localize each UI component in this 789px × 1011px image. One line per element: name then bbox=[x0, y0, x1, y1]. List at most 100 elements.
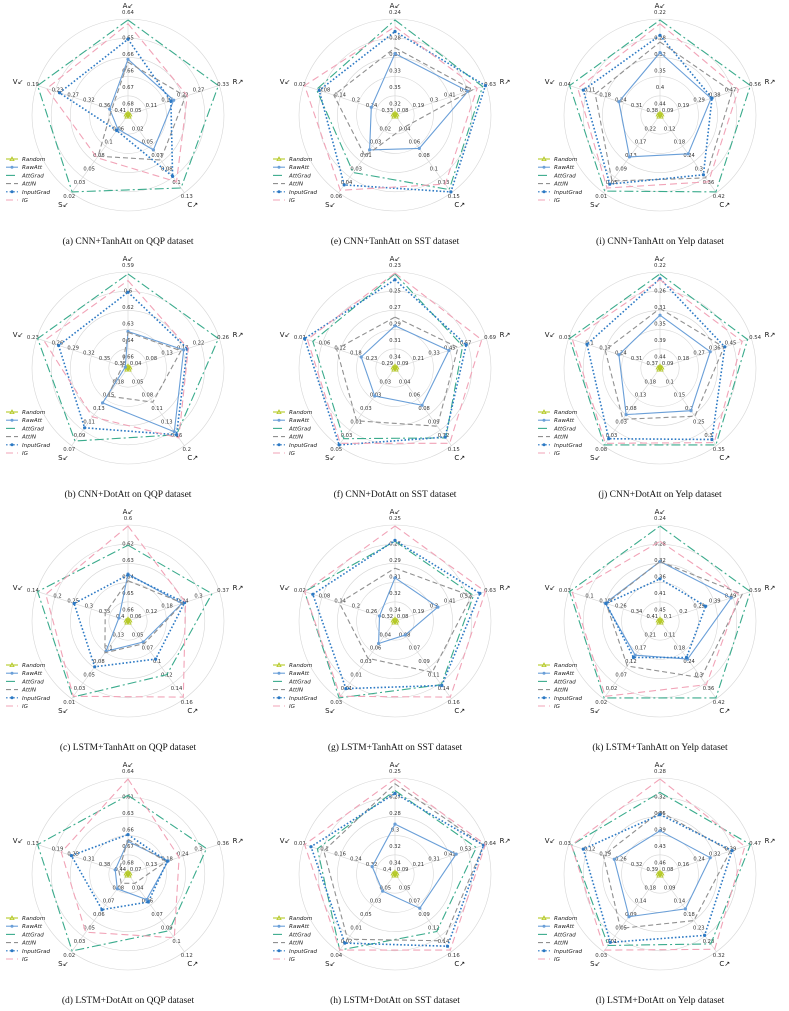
legend-label: RawAtt bbox=[289, 671, 310, 677]
ring-tick-label: 0.08 bbox=[142, 393, 154, 399]
data-point bbox=[172, 98, 176, 102]
data-point bbox=[100, 908, 104, 912]
ring-tick-label: 0.07 bbox=[103, 899, 115, 905]
series-rawatt bbox=[360, 325, 450, 406]
series-ig bbox=[570, 778, 746, 951]
grid-spoke bbox=[603, 367, 661, 446]
outer-tick-label: 0.25 bbox=[389, 769, 401, 775]
ring-tick-label: 0.24 bbox=[177, 852, 189, 858]
ring-tick-label: 0.08 bbox=[397, 614, 409, 620]
ring-tick-label: 0.39 bbox=[654, 338, 666, 344]
ring-tick-label: 0.21 bbox=[413, 862, 425, 868]
outer-tick-label: 0.03 bbox=[559, 588, 571, 594]
data-point bbox=[390, 364, 396, 370]
ring-tick-label: 0.27 bbox=[693, 351, 705, 357]
ring-tick-label: 0.06 bbox=[93, 912, 105, 918]
legend-label: RawAtt bbox=[554, 924, 575, 930]
legend-label: AttIN bbox=[553, 941, 569, 947]
data-point bbox=[617, 353, 621, 357]
legend-label: AttGrad bbox=[553, 679, 576, 685]
series-ig bbox=[43, 279, 189, 439]
ring-tick-label: 0.07 bbox=[151, 153, 163, 159]
grid-spoke bbox=[659, 873, 717, 952]
grid-spoke bbox=[394, 591, 487, 622]
ring-tick-label: 0.21 bbox=[413, 356, 425, 362]
legend-label: AttIN bbox=[553, 688, 569, 694]
data-point bbox=[393, 278, 397, 282]
axis-label: A↙ bbox=[123, 2, 134, 10]
data-point bbox=[454, 852, 458, 856]
axis-label: R↗ bbox=[500, 331, 511, 339]
legend-marker bbox=[542, 190, 546, 194]
axis-label: C↗ bbox=[187, 201, 198, 209]
ring-tick-label: 0.19 bbox=[52, 847, 64, 853]
ring-tick-label: 0.19 bbox=[678, 103, 690, 109]
axis-label: S↙ bbox=[590, 201, 600, 209]
ring-tick-label: 0.31 bbox=[631, 103, 643, 109]
legend-marker bbox=[277, 190, 281, 194]
ring-tick-label: 0.03 bbox=[370, 140, 382, 146]
axis-label: V↙ bbox=[280, 584, 291, 592]
ring-tick-label: 0.06 bbox=[370, 646, 382, 652]
data-point bbox=[612, 857, 616, 861]
ring-tick-label: 0.35 bbox=[389, 85, 401, 91]
ring-tick-label: 0.41 bbox=[444, 93, 456, 99]
data-point bbox=[464, 343, 468, 347]
axis-label: C↗ bbox=[187, 707, 198, 715]
outer-tick-label: 0.22 bbox=[654, 10, 666, 16]
ring-tick-label: 0.66 bbox=[122, 828, 134, 834]
ring-tick-label: 0.08 bbox=[319, 88, 331, 94]
ring-tick-label: 0.2 bbox=[685, 406, 693, 412]
legend-label: Random bbox=[22, 410, 46, 416]
axis-label: R↗ bbox=[233, 837, 244, 845]
data-point bbox=[123, 111, 129, 117]
grid-spoke bbox=[603, 114, 661, 193]
axis-label: A↙ bbox=[123, 508, 134, 516]
series-attin bbox=[338, 567, 473, 673]
ring-tick-label: 0.2 bbox=[352, 604, 360, 610]
ring-tick-label: 0.2 bbox=[679, 609, 687, 615]
ring-tick-label: 0.12 bbox=[428, 925, 440, 931]
ring-tick-label: 0.35 bbox=[99, 609, 111, 615]
grid-spoke bbox=[127, 844, 220, 875]
data-point bbox=[627, 155, 632, 159]
data-point bbox=[125, 869, 131, 875]
outer-tick-label: 0.33 bbox=[217, 82, 229, 88]
outer-tick-label: 0.02 bbox=[294, 588, 306, 594]
ring-tick-label: 0.18 bbox=[674, 140, 686, 146]
legend-label: AttGrad bbox=[21, 426, 44, 432]
ring-tick-label: 0.4 bbox=[383, 867, 392, 873]
ring-tick-label: 0.1 bbox=[172, 939, 180, 945]
axis-label: C↗ bbox=[454, 960, 465, 968]
ring-tick-label: 0.02 bbox=[606, 686, 618, 692]
legend-label: Random bbox=[554, 663, 578, 669]
data-point bbox=[686, 152, 690, 156]
legend-marker bbox=[277, 165, 281, 169]
legend-label: IG bbox=[22, 957, 29, 963]
legend-label: Random bbox=[289, 410, 313, 416]
axis-label: R↗ bbox=[233, 331, 244, 339]
series-attgrad bbox=[568, 19, 752, 193]
ring-tick-label: 0.18 bbox=[350, 351, 362, 357]
data-point bbox=[393, 52, 397, 56]
grid-spoke bbox=[568, 338, 661, 369]
data-point bbox=[710, 96, 714, 100]
ring-tick-label: 0.18 bbox=[674, 646, 686, 652]
legend-label: InputGrad bbox=[554, 443, 583, 449]
outer-tick-label: 0.35 bbox=[713, 447, 725, 453]
ring-tick-label: 0.01 bbox=[350, 419, 362, 425]
chart-title: (c) LSTM+TanhAtt on QQP dataset bbox=[60, 742, 197, 753]
legend-label: AttIN bbox=[21, 688, 37, 694]
ring-tick-label: 0.05 bbox=[380, 885, 392, 891]
legend-label: Random bbox=[22, 663, 46, 669]
ring-tick-label: 0.08 bbox=[625, 406, 637, 412]
legend-marker bbox=[542, 165, 546, 169]
axis-label: S↙ bbox=[590, 960, 600, 968]
ring-tick-label: 0.26 bbox=[366, 609, 378, 615]
ring-tick-label: 0.13 bbox=[635, 393, 647, 399]
data-point bbox=[113, 868, 117, 872]
data-point bbox=[311, 592, 315, 596]
outer-tick-label: 0.02 bbox=[294, 82, 306, 88]
legend-label: IG bbox=[22, 451, 29, 457]
ring-tick-label: 0.1 bbox=[664, 614, 672, 620]
